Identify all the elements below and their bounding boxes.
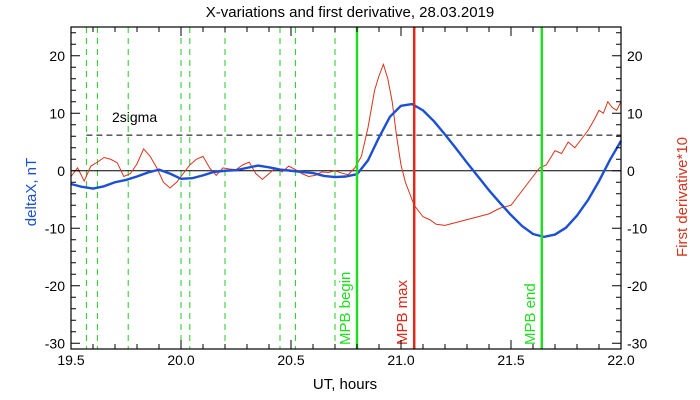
- y-tick-label-left: -30: [45, 335, 65, 351]
- y-tick-label-left: 20: [49, 48, 65, 64]
- series-derivative-line: [70, 62, 622, 226]
- two-sigma-label: 2sigma: [112, 109, 157, 125]
- x-tick-label: 21.0: [387, 352, 414, 368]
- y-tick-label-right: 10: [627, 105, 643, 121]
- marker-label-mpb-end: MPB end: [522, 283, 539, 345]
- y-tick-label-left: -10: [45, 220, 65, 236]
- marker-label-mpb-begin: MPB begin: [337, 272, 354, 345]
- series-deltax-line: [70, 102, 623, 239]
- marker-label-mpb-max: MPB max: [394, 279, 411, 345]
- y-tick-label-right: -30: [627, 335, 647, 351]
- y-tick-label-right: -10: [627, 220, 647, 236]
- x-tick-label: 20.0: [167, 352, 194, 368]
- y-tick-label-left: -20: [45, 278, 65, 294]
- y-axis-label-right: First derivative*10: [674, 137, 691, 257]
- y-axis-label-left: deltaX, nT: [23, 158, 40, 226]
- plot-frame: [70, 26, 622, 350]
- y-tick-label-right: 0: [627, 163, 635, 179]
- x-tick-label: 21.5: [497, 352, 524, 368]
- x-tick-label: 22.0: [607, 352, 634, 368]
- y-tick-label-right: 20: [627, 48, 643, 64]
- x-tick-label: 19.5: [57, 352, 84, 368]
- y-tick-label-left: 0: [57, 163, 65, 179]
- y-tick-label-right: -20: [627, 278, 647, 294]
- chart-title: X-variations and first derivative, 28.03…: [206, 4, 495, 21]
- x-axis-label: UT, hours: [313, 376, 377, 393]
- plot-layer: MPB begin MPB max MPB end 19.5 20.0 20.5 21.0 2…: [45, 26, 647, 368]
- x-tick-label: 20.5: [277, 352, 304, 368]
- y-tick-label-left: 10: [49, 105, 65, 121]
